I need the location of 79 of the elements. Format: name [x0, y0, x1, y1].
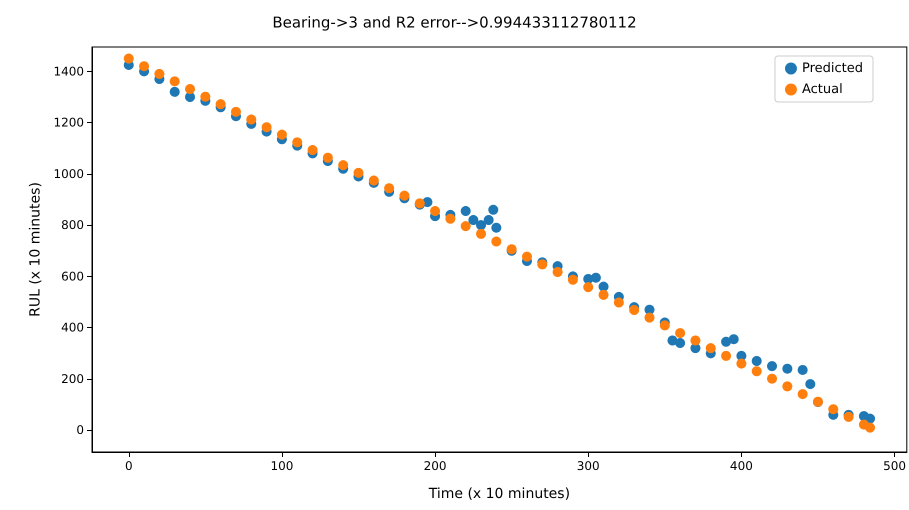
- point: [185, 84, 196, 94]
- point: [752, 366, 762, 376]
- point: [736, 358, 746, 369]
- point: [139, 61, 150, 72]
- point: [491, 236, 502, 247]
- point: [354, 168, 364, 178]
- point: [384, 183, 394, 194]
- point: [798, 364, 808, 375]
- point: [491, 222, 502, 233]
- point: [614, 298, 624, 308]
- point: [598, 282, 609, 292]
- point: [782, 381, 792, 392]
- chart-title: Bearing->3 and R2 error-->0.994433112780112: [272, 14, 637, 32]
- point: [767, 361, 778, 372]
- point: [828, 404, 838, 414]
- point: [216, 99, 226, 110]
- point: [460, 221, 471, 232]
- point: [865, 422, 876, 433]
- point: [476, 220, 486, 230]
- point: [675, 328, 686, 338]
- point: [338, 160, 348, 170]
- point: [583, 282, 594, 292]
- x-tick-label: 300: [576, 459, 600, 473]
- y-tick-label: 200: [61, 372, 84, 386]
- point: [445, 214, 456, 224]
- point: [690, 336, 700, 346]
- point: [262, 122, 272, 132]
- y-tick-label: 1000: [53, 166, 84, 181]
- point: [706, 343, 716, 354]
- point: [598, 290, 609, 300]
- point: [200, 92, 210, 102]
- point: [644, 312, 654, 323]
- point: [522, 252, 532, 262]
- point: [552, 267, 563, 278]
- x-tick-label: 400: [730, 459, 753, 473]
- point: [308, 145, 318, 156]
- point: [728, 334, 739, 344]
- point: [430, 206, 440, 216]
- point: [488, 204, 498, 215]
- point: [484, 215, 494, 226]
- point: [568, 274, 578, 285]
- point: [767, 374, 778, 384]
- point: [154, 68, 164, 79]
- point: [246, 114, 256, 125]
- point: [322, 152, 333, 163]
- y-tick-label: 1200: [53, 116, 84, 130]
- y-tick-label: 1400: [53, 64, 84, 78]
- point: [782, 364, 792, 374]
- x-tick-label: 100: [270, 459, 294, 473]
- point: [292, 137, 302, 148]
- point: [660, 320, 670, 330]
- y-tick-label: 800: [61, 218, 84, 232]
- point: [124, 54, 134, 64]
- point: [276, 130, 287, 140]
- point: [170, 86, 180, 97]
- point: [399, 190, 410, 201]
- point: [590, 272, 601, 283]
- legend-label: Actual: [802, 82, 843, 97]
- y-axis-title: RUL (x 10 minutes): [28, 182, 44, 317]
- point: [460, 206, 471, 216]
- x-tick-label: 500: [883, 459, 906, 473]
- y-tick-label: 0: [76, 423, 84, 438]
- legend-label: Predicted: [802, 61, 864, 76]
- x-axis-title: Time (x 10 minutes): [428, 486, 570, 502]
- point: [752, 356, 762, 366]
- point: [805, 379, 816, 390]
- y-tick-label: 400: [61, 320, 84, 335]
- y-tick-label: 600: [61, 269, 84, 284]
- point: [721, 350, 732, 361]
- point: [230, 106, 241, 117]
- point: [798, 389, 808, 400]
- point: [170, 76, 180, 86]
- point: [468, 215, 478, 226]
- x-tick-label: 0: [124, 459, 133, 473]
- point: [865, 414, 876, 424]
- x-tick-label: 200: [424, 459, 447, 473]
- point: [675, 338, 686, 348]
- point: [629, 304, 640, 315]
- point: [476, 228, 486, 239]
